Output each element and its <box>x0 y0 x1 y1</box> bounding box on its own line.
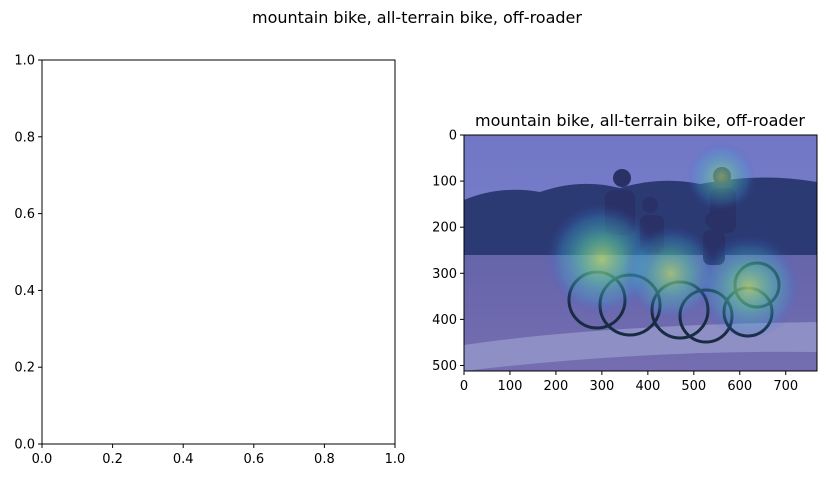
heatmap-hotspot <box>686 141 757 212</box>
left-x-tick-label: 0.6 <box>243 452 264 467</box>
left-y-tick-label: 0.6 <box>14 207 35 222</box>
heatmap-base-tint <box>464 135 817 371</box>
left-y-tick-label: 0.8 <box>14 130 35 145</box>
heatmap-hotspot <box>623 225 719 321</box>
right-x-tick-label: 100 <box>498 379 523 394</box>
heatmap-image <box>464 135 817 371</box>
left-y-ticks: 0.0 0.2 0.4 0.6 0.8 1.0 <box>14 54 42 453</box>
figure-suptitle: mountain bike, all-terrain bike, off-roa… <box>252 8 582 27</box>
right-y-tick-label: 200 <box>432 221 457 236</box>
heatmap-hotspots <box>546 141 801 339</box>
left-x-ticks: 0.0 0.2 0.4 0.6 0.8 1.0 <box>32 444 406 467</box>
left-y-tick-label: 0.2 <box>14 361 35 376</box>
left-y-tick-label: 1.0 <box>14 54 35 69</box>
right-y-tick-label: 0 <box>449 129 457 144</box>
left-x-tick-label: 0.0 <box>32 452 53 467</box>
right-x-tick-label: 300 <box>589 379 614 394</box>
left-x-tick-label: 0.8 <box>314 452 335 467</box>
right-axes-frame <box>463 134 818 372</box>
right-x-tick-label: 500 <box>681 379 706 394</box>
right-x-tick-label: 400 <box>635 379 660 394</box>
right-y-tick-label: 500 <box>432 359 457 374</box>
right-x-tick-label: 200 <box>544 379 569 394</box>
left-x-tick-label: 1.0 <box>385 452 406 467</box>
right-x-tick-label: 600 <box>727 379 752 394</box>
right-y-tick-label: 100 <box>432 175 457 190</box>
heatmap-hotspot <box>697 235 801 339</box>
right-axes-title: mountain bike, all-terrain bike, off-roa… <box>475 111 805 130</box>
right-y-tick-label: 400 <box>432 313 457 328</box>
right-y-ticks: 0 100 200 300 400 500 <box>432 129 464 374</box>
right-x-tick-label: 700 <box>773 379 798 394</box>
left-x-tick-label: 0.2 <box>102 452 123 467</box>
right-x-ticks: 0 100 200 300 400 500 600 700 <box>460 371 798 394</box>
left-x-tick-label: 0.4 <box>173 452 194 467</box>
left-y-tick-label: 0.4 <box>14 284 35 299</box>
left-axes-frame <box>41 59 396 445</box>
right-x-tick-label: 0 <box>460 379 468 394</box>
left-axes: 0.0 0.2 0.4 0.6 0.8 1.0 0.0 0.2 0.4 0.6 0.8 1.0 <box>14 54 405 468</box>
right-axes: mountain bike, all-terrain bike, off-roa… <box>432 111 818 394</box>
right-y-tick-label: 300 <box>432 267 457 282</box>
left-y-tick-label: 0.0 <box>14 438 35 453</box>
